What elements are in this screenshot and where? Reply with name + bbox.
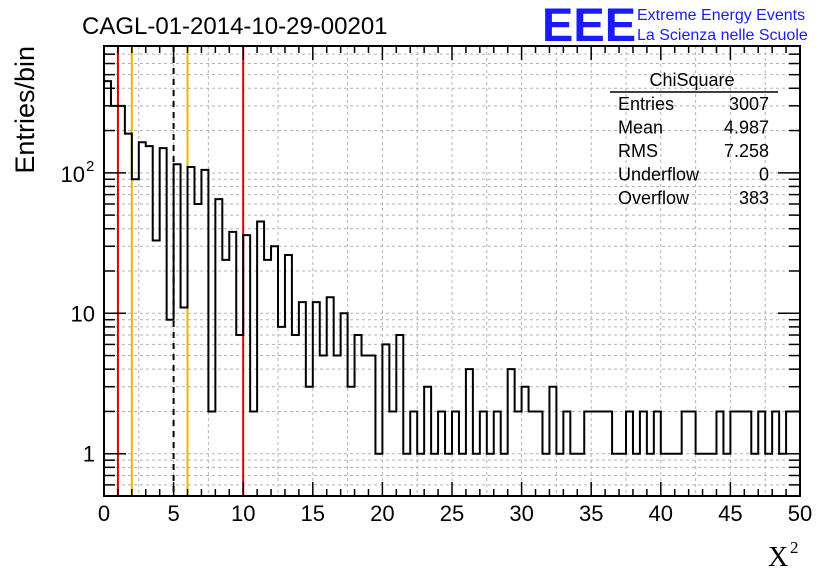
x-tick-label: 20	[370, 501, 394, 526]
x-tick-label: 40	[649, 501, 673, 526]
x-tick-label: 15	[301, 501, 325, 526]
eee-logo-line1: Extreme Energy Events	[637, 7, 805, 24]
stats-box: ChiSquare Entries 3007 Mean 4.987 RMS 7.258 Un…	[610, 70, 778, 208]
stats-row-label: RMS	[618, 141, 658, 161]
stats-row-label: Underflow	[618, 165, 700, 185]
y-tick-label-exponent: 2	[86, 158, 94, 175]
run-title: CAGL-01-2014-10-29-00201	[82, 13, 388, 40]
x-axis-label: X 2	[768, 538, 799, 572]
stats-row-value: 383	[739, 188, 769, 208]
eee-logo: EEE Extreme Energy Events La Scienza nel…	[542, 0, 808, 51]
x-tick-label: 50	[788, 501, 812, 526]
x-tick-label: 0	[98, 501, 110, 526]
x-tick-labels: 0 5 10 15 20 25 30 35 40 45 50	[98, 501, 812, 526]
x-tick-label: 5	[167, 501, 179, 526]
x-tick-label: 10	[231, 501, 255, 526]
x-tick-label: 25	[440, 501, 464, 526]
x-axis-label-base: X	[768, 542, 788, 572]
y-tick-label: 10	[71, 301, 95, 326]
x-axis-label-superscript: 2	[790, 538, 799, 557]
stats-row-value: 0	[759, 165, 769, 185]
y-tick-label: 1	[83, 442, 95, 467]
stats-row-value: 4.987	[724, 118, 769, 138]
stats-row-value: 3007	[729, 94, 769, 114]
x-tick-label: 45	[718, 501, 742, 526]
eee-logo-line2: La Scienza nelle Scuole	[637, 27, 808, 44]
y-axis-label: Entries/bin	[10, 46, 40, 174]
x-tick-label: 30	[509, 501, 533, 526]
stats-row-label: Mean	[618, 118, 663, 138]
histogram-series	[103, 80, 800, 496]
stats-row-value: 7.258	[724, 141, 769, 161]
eee-logo-letters: EEE	[542, 0, 636, 51]
stats-box-title: ChiSquare	[649, 70, 734, 90]
stats-row-label: Entries	[618, 94, 674, 114]
y-tick-label: 10	[61, 162, 85, 187]
stats-row-label: Overflow	[618, 188, 690, 208]
x-tick-label: 35	[579, 501, 603, 526]
plot-frame	[103, 45, 801, 497]
